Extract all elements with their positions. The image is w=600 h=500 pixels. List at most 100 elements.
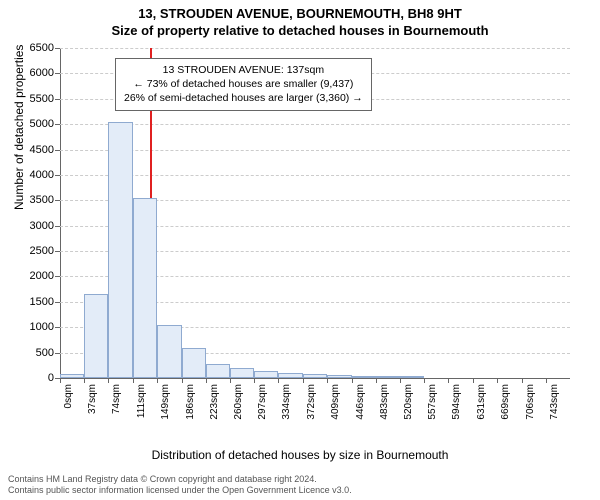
histogram-bar bbox=[278, 373, 303, 378]
x-tick-label: 334sqm bbox=[281, 384, 292, 444]
histogram-bar bbox=[303, 374, 327, 378]
footer: Contains HM Land Registry data © Crown c… bbox=[8, 474, 352, 497]
y-tick-mark bbox=[55, 353, 60, 354]
histogram-bar bbox=[182, 348, 206, 378]
y-tick-label: 6500 bbox=[14, 42, 54, 54]
x-tick-label: 149sqm bbox=[160, 384, 171, 444]
x-tick-label: 631sqm bbox=[476, 384, 487, 444]
y-tick-mark bbox=[55, 302, 60, 303]
gridline-h bbox=[60, 124, 570, 125]
y-tick-label: 5500 bbox=[14, 93, 54, 105]
x-tick-label: 743sqm bbox=[549, 384, 560, 444]
x-tick-label: 409sqm bbox=[330, 384, 341, 444]
x-tick-mark bbox=[473, 378, 474, 383]
x-axis-title: Distribution of detached houses by size … bbox=[0, 448, 600, 462]
x-tick-mark bbox=[546, 378, 547, 383]
y-tick-label: 4000 bbox=[14, 169, 54, 181]
x-tick-label: 483sqm bbox=[379, 384, 390, 444]
chart-container: 13, STROUDEN AVENUE, BOURNEMOUTH, BH8 9H… bbox=[0, 0, 600, 500]
y-tick-mark bbox=[55, 200, 60, 201]
y-tick-mark bbox=[55, 276, 60, 277]
y-tick-mark bbox=[55, 48, 60, 49]
gridline-h bbox=[60, 48, 570, 49]
x-tick-mark bbox=[60, 378, 61, 383]
x-tick-mark bbox=[376, 378, 377, 383]
y-tick-mark bbox=[55, 327, 60, 328]
y-axis-line bbox=[60, 48, 61, 378]
x-tick-mark bbox=[230, 378, 231, 383]
y-tick-mark bbox=[55, 251, 60, 252]
y-tick-label: 3000 bbox=[14, 220, 54, 232]
x-tick-mark bbox=[424, 378, 425, 383]
x-tick-label: 111sqm bbox=[136, 384, 147, 444]
x-tick-mark bbox=[497, 378, 498, 383]
y-tick-label: 4500 bbox=[14, 144, 54, 156]
x-tick-label: 372sqm bbox=[306, 384, 317, 444]
title-line-2: Size of property relative to detached ho… bbox=[0, 23, 600, 40]
title-block: 13, STROUDEN AVENUE, BOURNEMOUTH, BH8 9H… bbox=[0, 0, 600, 40]
y-tick-label: 6000 bbox=[14, 67, 54, 79]
x-tick-label: 223sqm bbox=[209, 384, 220, 444]
histogram-bar bbox=[376, 376, 400, 378]
annotation-line: 13 STROUDEN AVENUE: 137sqm bbox=[124, 63, 363, 77]
x-tick-mark bbox=[327, 378, 328, 383]
y-tick-mark bbox=[55, 226, 60, 227]
x-tick-mark bbox=[522, 378, 523, 383]
x-tick-mark bbox=[352, 378, 353, 383]
histogram-bar bbox=[206, 364, 230, 378]
footer-line-1: Contains HM Land Registry data © Crown c… bbox=[8, 474, 352, 485]
histogram-bar bbox=[84, 294, 108, 378]
y-tick-label: 1000 bbox=[14, 321, 54, 333]
histogram-bar bbox=[157, 325, 181, 378]
histogram-bar bbox=[327, 375, 351, 378]
y-tick-mark bbox=[55, 124, 60, 125]
x-tick-label: 706sqm bbox=[525, 384, 536, 444]
x-tick-mark bbox=[108, 378, 109, 383]
x-tick-mark bbox=[133, 378, 134, 383]
x-tick-label: 669sqm bbox=[500, 384, 511, 444]
x-tick-mark bbox=[84, 378, 85, 383]
x-tick-mark bbox=[157, 378, 158, 383]
x-tick-label: 74sqm bbox=[111, 384, 122, 444]
y-tick-mark bbox=[55, 73, 60, 74]
y-tick-label: 0 bbox=[14, 372, 54, 384]
y-tick-label: 3500 bbox=[14, 194, 54, 206]
y-tick-label: 5000 bbox=[14, 118, 54, 130]
x-tick-label: 37sqm bbox=[87, 384, 98, 444]
annotation-line: 26% of semi-detached houses are larger (… bbox=[124, 91, 363, 105]
x-tick-label: 0sqm bbox=[63, 384, 74, 444]
x-tick-mark bbox=[448, 378, 449, 383]
x-tick-mark bbox=[182, 378, 183, 383]
x-tick-mark bbox=[206, 378, 207, 383]
histogram-bar bbox=[108, 122, 132, 378]
y-tick-mark bbox=[55, 175, 60, 176]
y-tick-label: 2500 bbox=[14, 245, 54, 257]
annotation-line: ← 73% of detached houses are smaller (9,… bbox=[124, 77, 363, 91]
gridline-h bbox=[60, 150, 570, 151]
annotation-box: 13 STROUDEN AVENUE: 137sqm← 73% of detac… bbox=[115, 58, 372, 111]
x-tick-label: 557sqm bbox=[427, 384, 438, 444]
histogram-bar bbox=[400, 376, 424, 378]
y-tick-label: 500 bbox=[14, 347, 54, 359]
histogram-bar bbox=[352, 376, 376, 378]
histogram-bar bbox=[230, 368, 254, 378]
chart-area: 13 STROUDEN AVENUE: 137sqm← 73% of detac… bbox=[60, 48, 570, 408]
x-tick-mark bbox=[278, 378, 279, 383]
gridline-h bbox=[60, 175, 570, 176]
x-tick-mark bbox=[254, 378, 255, 383]
x-tick-mark bbox=[400, 378, 401, 383]
y-tick-mark bbox=[55, 150, 60, 151]
histogram-bar bbox=[60, 374, 84, 378]
x-tick-label: 594sqm bbox=[451, 384, 462, 444]
x-tick-label: 520sqm bbox=[403, 384, 414, 444]
y-tick-label: 1500 bbox=[14, 296, 54, 308]
x-tick-mark bbox=[303, 378, 304, 383]
y-tick-mark bbox=[55, 99, 60, 100]
x-tick-label: 446sqm bbox=[355, 384, 366, 444]
title-line-1: 13, STROUDEN AVENUE, BOURNEMOUTH, BH8 9H… bbox=[0, 6, 600, 23]
x-axis-line bbox=[60, 378, 570, 379]
histogram-bar bbox=[133, 198, 158, 378]
x-tick-label: 297sqm bbox=[257, 384, 268, 444]
histogram-bar bbox=[254, 371, 278, 378]
y-tick-label: 2000 bbox=[14, 270, 54, 282]
